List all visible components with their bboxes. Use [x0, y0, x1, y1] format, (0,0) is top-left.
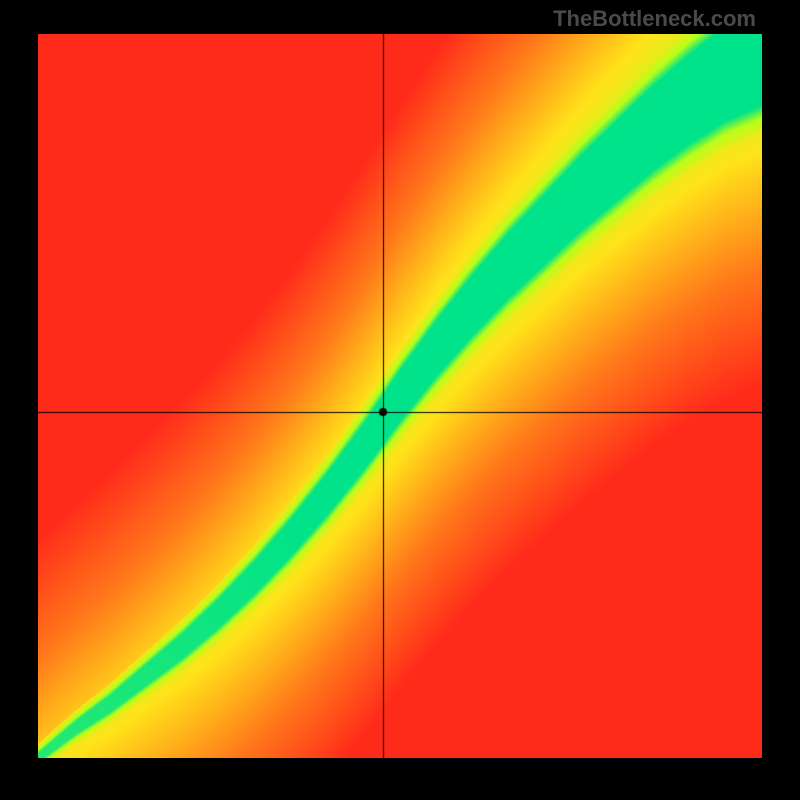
bottleneck-heatmap: [38, 34, 762, 758]
heatmap-canvas: [38, 34, 762, 758]
watermark-text: TheBottleneck.com: [553, 6, 756, 32]
